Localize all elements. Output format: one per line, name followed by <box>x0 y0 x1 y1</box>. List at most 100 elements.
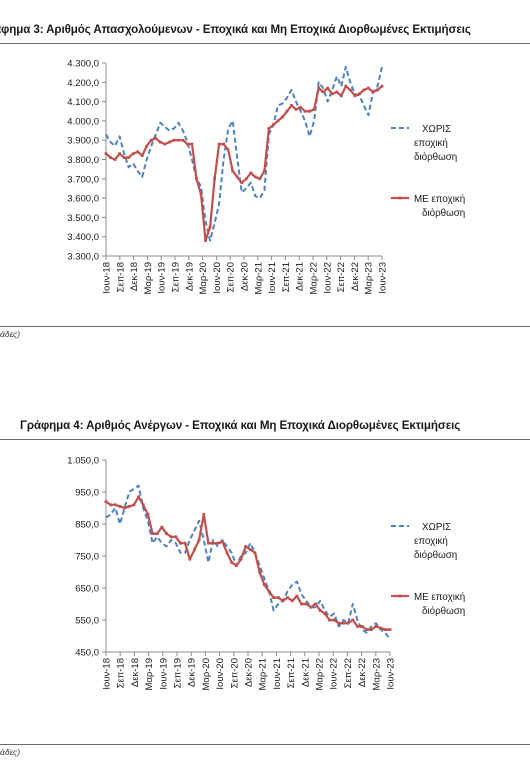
x-tick-label: Ιουν-20 <box>212 262 223 294</box>
y-tick-label: 4.000,0 <box>67 116 99 127</box>
legend-label-adjusted: διόρθωση <box>422 606 465 617</box>
series-point-adjusted <box>380 84 384 88</box>
x-tick-label: Σεπ-21 <box>286 658 297 688</box>
series-point-adjusted <box>183 541 187 545</box>
series-point-adjusted <box>131 152 135 156</box>
series-point-adjusted <box>197 538 201 542</box>
series-point-adjusted <box>240 181 244 185</box>
series-point-adjusted <box>272 596 276 599</box>
legend-label-adjusted: διόρθωση <box>422 208 465 219</box>
legend-label-unadjusted: ΧΩΡΙΣ <box>422 124 451 135</box>
series-point-adjusted <box>383 628 387 631</box>
series-point-adjusted <box>231 169 235 173</box>
series-point-adjusted <box>388 628 392 631</box>
series-point-adjusted <box>351 618 355 622</box>
series-point-adjusted <box>174 535 178 539</box>
series-point-adjusted <box>360 625 364 628</box>
series-point-adjusted <box>267 127 271 131</box>
x-tick-label: Ιουν-23 <box>386 658 397 690</box>
x-tick-label: Μαρ-21 <box>258 658 269 691</box>
series-point-adjusted <box>104 500 108 503</box>
series-point-adjusted <box>323 612 327 615</box>
legend-label-unadjusted: εποχική <box>414 138 448 149</box>
x-tick-label: Σεπ-19 <box>173 658 184 688</box>
series-point-adjusted <box>137 495 140 499</box>
series-point-adjusted <box>281 599 285 603</box>
series-point-adjusted <box>267 589 271 593</box>
divider-bottom-1 <box>0 326 530 327</box>
x-tick-label: Σεπ-21 <box>281 262 292 292</box>
series-point-adjusted <box>118 505 122 508</box>
series-point-adjusted <box>357 92 361 96</box>
x-tick-label: Ιουν-23 <box>378 262 389 294</box>
x-tick-label: Μαρ-22 <box>315 658 326 691</box>
series-point-adjusted <box>276 596 280 599</box>
x-tick-label: Ιουν-18 <box>102 658 113 690</box>
series-point-adjusted <box>226 148 230 152</box>
x-tick-label: Δεκ-22 <box>350 262 361 291</box>
x-tick-label: Μαρ-22 <box>309 262 320 295</box>
series-point-adjusted <box>304 602 308 606</box>
x-tick-label: Μαρ-23 <box>371 658 382 691</box>
y-tick-label: 850,0 <box>75 520 99 531</box>
series-point-adjusted <box>303 109 307 113</box>
legend-label-unadjusted: εποχική <box>414 536 448 547</box>
series-point-adjusted <box>109 503 113 507</box>
x-tick-label: Δεκ-20 <box>244 658 255 687</box>
series-point-adjusted <box>258 177 262 181</box>
x-tick-label: Ιουν-21 <box>267 262 278 294</box>
series-point-adjusted <box>286 596 289 599</box>
series-point-adjusted <box>312 107 316 111</box>
series-point-adjusted <box>216 541 220 545</box>
series-point-adjusted <box>195 177 198 181</box>
series-point-adjusted <box>132 503 136 507</box>
x-tick-label: Ιουν-20 <box>215 658 226 690</box>
series-point-adjusted <box>213 177 216 181</box>
series-point-adjusted <box>299 105 302 109</box>
y-tick-label: 950,0 <box>75 488 99 499</box>
y-tick-label: 3.800,0 <box>67 155 99 166</box>
series-point-adjusted <box>253 551 257 555</box>
series-point-adjusted <box>167 140 171 144</box>
source-note-2: άδες) <box>0 747 21 757</box>
series-point-adjusted <box>290 599 294 603</box>
series-point-adjusted <box>230 561 234 564</box>
series-point-adjusted <box>290 104 293 107</box>
x-tick-label: Δεκ-19 <box>187 658 198 687</box>
series-point-adjusted <box>309 605 313 609</box>
series-point-adjusted <box>179 541 182 545</box>
y-tick-label: 3.500,0 <box>67 213 99 224</box>
series-point-adjusted <box>193 548 196 551</box>
y-tick-label: 3.900,0 <box>67 136 99 147</box>
y-tick-label: 3.700,0 <box>67 174 99 185</box>
series-point-adjusted <box>356 625 359 628</box>
chart-2-title: Γράφημα 4: Αριθμός Ανέργων - Εποχικά και… <box>20 419 461 432</box>
series-point-adjusted <box>234 564 238 567</box>
series-point-adjusted <box>362 88 366 92</box>
y-tick-label: 3.400,0 <box>67 232 99 243</box>
series-point-adjusted <box>248 548 252 551</box>
series-point-adjusted <box>244 545 248 548</box>
series-point-adjusted <box>249 171 253 175</box>
x-tick-label: Μαρ-20 <box>198 262 209 295</box>
chart-1-title: άφημα 3: Αριθμός Απασχολούμενων - Εποχικ… <box>0 23 471 36</box>
series-point-adjusted <box>172 138 176 142</box>
series-point-adjusted <box>339 94 343 98</box>
series-point-adjusted <box>258 570 262 574</box>
x-tick-label: Δεκ-19 <box>184 262 195 291</box>
divider-top-2 <box>0 439 530 440</box>
series-point-adjusted <box>308 109 312 113</box>
x-tick-label: Σεπ-22 <box>336 262 347 292</box>
series-point-adjusted <box>337 621 341 625</box>
series-point-adjusted <box>367 86 370 90</box>
series-point-adjusted <box>369 628 373 631</box>
divider-bottom-2 <box>0 744 530 745</box>
series-line-adjusted <box>105 495 390 631</box>
series-point-adjusted <box>207 541 210 545</box>
x-tick-label: Ιουν-19 <box>157 262 168 294</box>
series-point-adjusted <box>109 156 112 159</box>
series-point-adjusted <box>122 156 126 159</box>
x-tick-label: Μαρ-19 <box>144 658 155 691</box>
series-point-adjusted <box>141 503 145 507</box>
series-point-adjusted <box>188 557 192 561</box>
